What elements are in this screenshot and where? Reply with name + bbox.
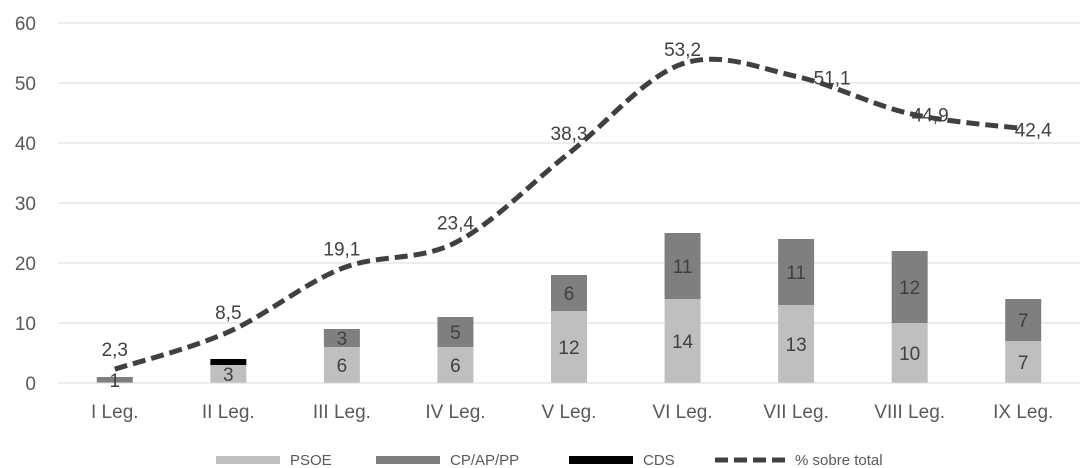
bar-data-label: 7: [1018, 311, 1029, 332]
x-tick-label: IV Leg.: [425, 402, 485, 423]
bar-segments: [96, 233, 1042, 383]
legend-swatch: [569, 456, 633, 464]
bar-data-label: 10: [899, 344, 920, 365]
bar-segment: [210, 365, 247, 383]
bar-data-label: 6: [564, 284, 575, 305]
bar-data-label: 6: [450, 356, 461, 377]
bar-segment: [210, 359, 247, 365]
percent-line: [114, 56, 1024, 372]
bar-data-label: 13: [786, 335, 807, 356]
line-data-label: 44,9: [912, 106, 949, 127]
bar-segment: [1005, 341, 1042, 383]
legend-label: % sobre total: [795, 452, 883, 468]
x-tick-label: VII Leg.: [763, 402, 829, 423]
line-data-label: 42,4: [1015, 121, 1052, 142]
bar-data-label: 3: [337, 329, 348, 350]
legend-label: CDS: [643, 452, 675, 468]
y-tick-label: 40: [15, 134, 36, 155]
legend-swatch: [376, 456, 440, 464]
bar-segment: [778, 239, 815, 305]
y-tick-label: 20: [15, 254, 36, 275]
bar-segment: [778, 305, 815, 383]
bar-segment: [437, 347, 474, 383]
y-tick-label: 60: [15, 14, 36, 35]
line-data-label: 51,1: [814, 68, 851, 89]
bar-segment: [323, 347, 360, 383]
x-tick-label: VI Leg.: [652, 402, 712, 423]
bar-segment: [437, 317, 474, 347]
line-data-label: 2,3: [102, 340, 128, 361]
bar-segment: [664, 299, 701, 383]
legend-swatch: [216, 456, 280, 464]
y-tick-label: 50: [15, 74, 36, 95]
bar-segment: [891, 251, 928, 323]
bar-data-label: 1: [109, 371, 120, 392]
x-tick-label: VIII Leg.: [874, 402, 945, 423]
bar-data-label: 11: [673, 257, 693, 278]
bar-segment: [551, 275, 587, 311]
bar-data-label: 7: [1018, 353, 1029, 374]
x-axis-tick-labels: I Leg. II Leg. III Leg. IV Leg. V Leg. VI Leg…: [91, 402, 1053, 423]
bar-segment: [323, 329, 360, 347]
y-tick-label: 0: [25, 374, 36, 395]
percent-line-path: [114, 56, 1024, 372]
y-tick-label: 30: [15, 194, 36, 215]
line-data-label: 53,2: [664, 40, 701, 61]
line-data-label: 23,4: [437, 214, 474, 235]
x-tick-label: III Leg.: [313, 402, 371, 423]
line-data-label: 19,1: [323, 239, 360, 260]
line-data-label: 38,3: [551, 124, 588, 145]
line-data-labels: 2,3 8,5 19,1 23,4 38,3 53,2 51,1 44,9 42,4: [102, 40, 1053, 361]
line-data-label: 8,5: [215, 303, 241, 324]
bar-data-label: 6: [337, 356, 348, 377]
legend-label: CP/AP/PP: [450, 452, 519, 468]
x-tick-label: IX Leg.: [993, 402, 1053, 423]
y-axis-tick-labels: 0 10 20 30 40 50 60: [15, 14, 36, 395]
bar-data-label: 12: [899, 278, 920, 299]
legend-label: PSOE: [290, 452, 332, 468]
bar-segment: [96, 377, 133, 383]
bar-data-label: 3: [223, 365, 234, 386]
x-tick-label: II Leg.: [202, 402, 255, 423]
bar-data-label: 12: [558, 338, 579, 359]
bar-segment: [1005, 299, 1042, 341]
x-tick-label: V Leg.: [542, 402, 597, 423]
x-tick-label: I Leg.: [91, 402, 139, 423]
bar-data-label: 14: [672, 332, 694, 353]
bar-data-label: 5: [450, 323, 461, 344]
bar-segment: [664, 233, 701, 299]
y-tick-label: 10: [15, 314, 36, 335]
bar-data-label: 11: [786, 263, 806, 284]
bar-segment: [551, 311, 587, 383]
legend: PSOE CP/AP/PP CDS % sobre total: [216, 452, 883, 468]
bar-segment: [891, 323, 928, 383]
